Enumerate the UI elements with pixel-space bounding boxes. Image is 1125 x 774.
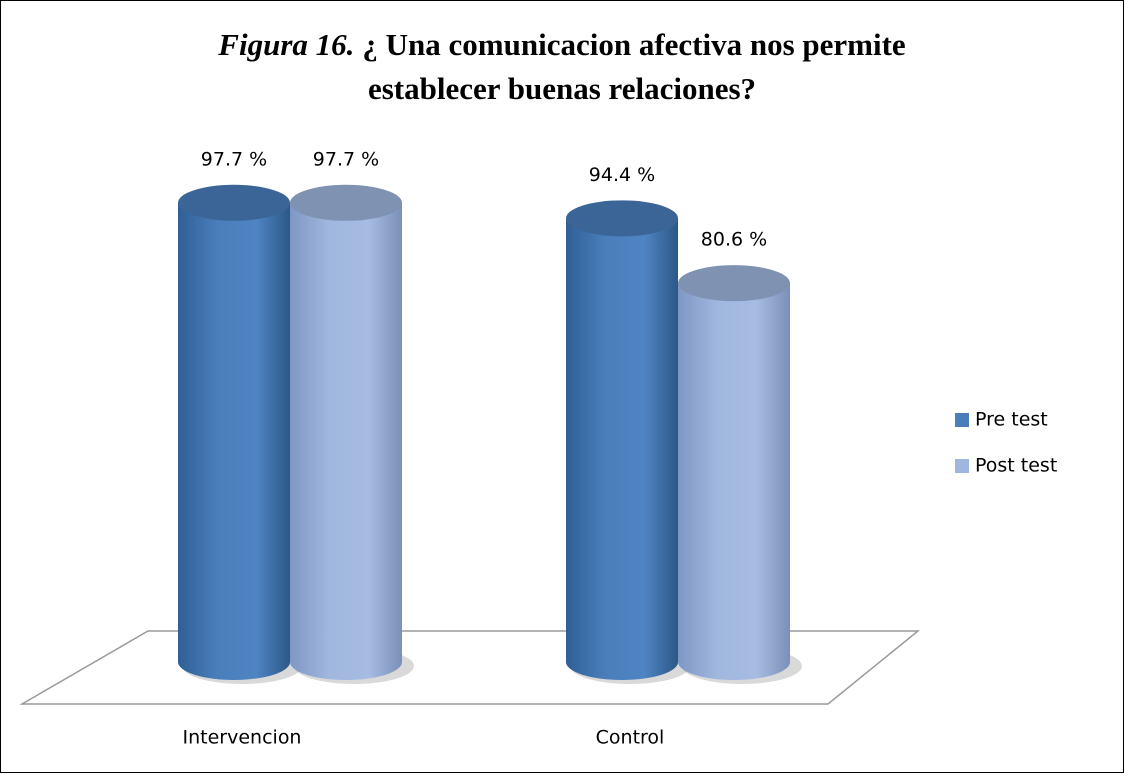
bar <box>678 283 790 680</box>
legend-swatch <box>955 413 969 427</box>
x-tick-label: Intervencion <box>183 727 302 749</box>
x-tick-label: Control <box>596 727 665 749</box>
data-label: 97.7 % <box>313 148 379 170</box>
bar-top <box>678 265 790 302</box>
legend-swatch <box>955 459 969 473</box>
data-label: 94.4 % <box>589 164 655 186</box>
title-line: establecer buenas relaciones? <box>368 71 756 106</box>
data-label: 80.6 % <box>701 229 767 251</box>
legend-label: Pre test <box>975 409 1048 431</box>
bar <box>178 202 290 680</box>
bar-top <box>178 184 290 221</box>
bar <box>566 218 678 680</box>
legend-label: Post test <box>975 455 1057 477</box>
data-label: 97.7 % <box>201 148 267 170</box>
bar-top <box>566 200 678 237</box>
figure-label: Figura 16. <box>217 27 354 62</box>
bar-top <box>290 184 402 221</box>
bar <box>290 202 402 680</box>
title-line: ¿ Una comunicacion afectiva nos permite <box>362 27 905 62</box>
chart-title: Figura 16. ¿ Una comunicacion afectiva no… <box>217 27 905 62</box>
